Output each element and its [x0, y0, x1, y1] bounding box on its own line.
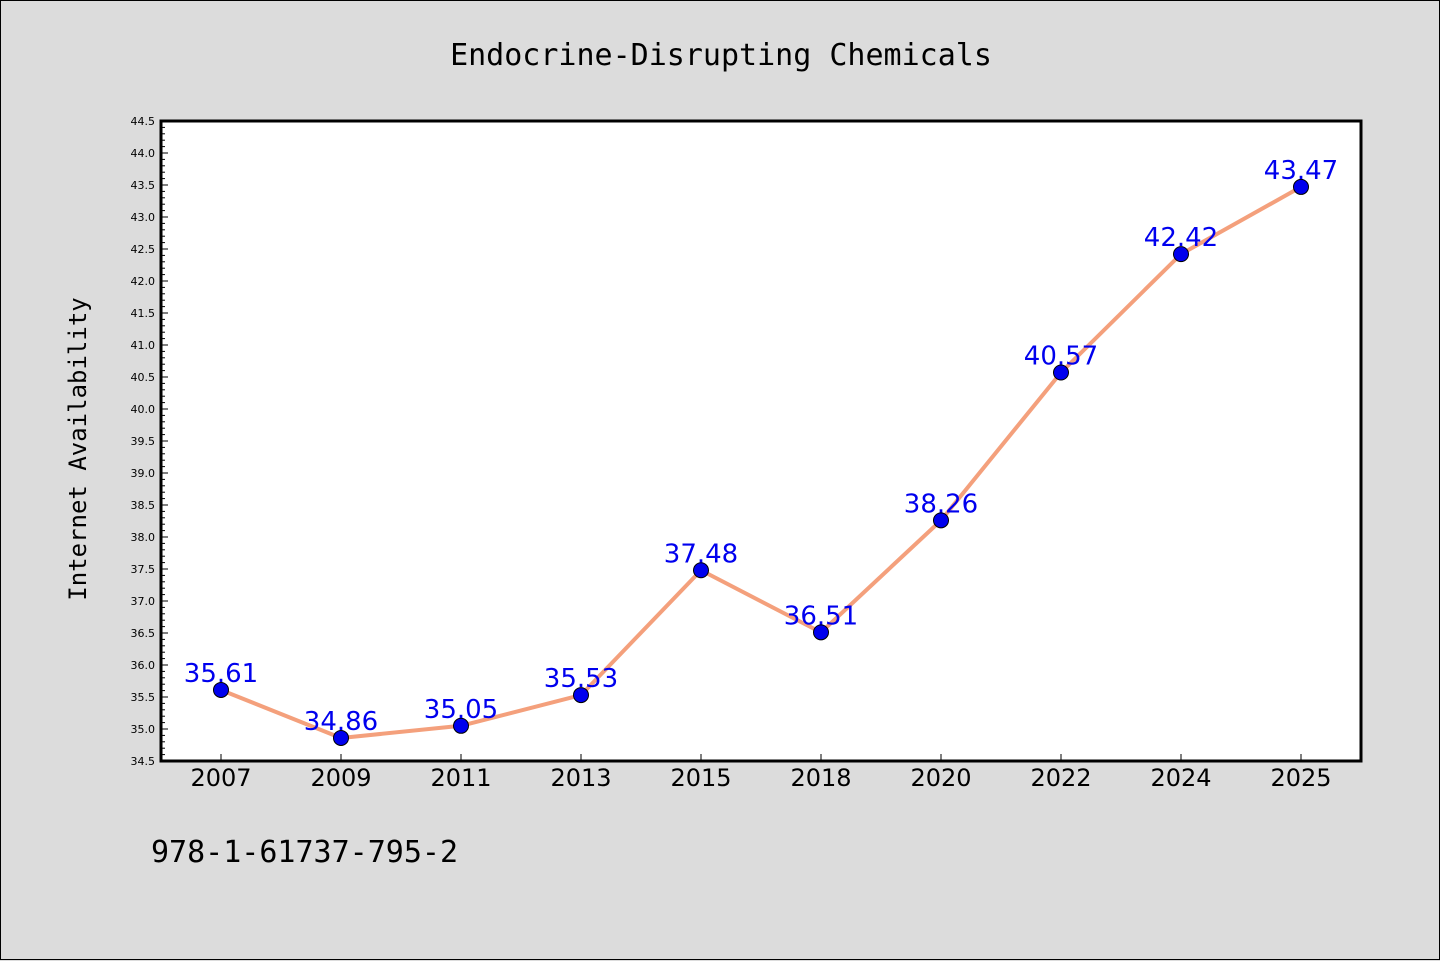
data-point: [1173, 246, 1189, 263]
data-label: 35.05: [424, 695, 498, 725]
y-tick-label: 39.0: [131, 467, 156, 480]
data-label: 34.86: [304, 707, 378, 737]
data-point: [933, 512, 949, 529]
y-tick-label: 36.0: [131, 659, 156, 672]
data-label: 38.26: [904, 489, 978, 519]
data-label: 37.48: [664, 539, 738, 569]
y-tick-label: 35.5: [131, 691, 156, 704]
y-tick-label: 40.0: [131, 403, 156, 416]
y-tick-label: 43.5: [131, 179, 156, 192]
y-tick-label: 41.0: [131, 339, 156, 352]
data-point: [813, 624, 829, 641]
y-tick-label: 39.5: [131, 435, 156, 448]
chart-title: Endocrine-Disrupting Chemicals: [450, 38, 992, 73]
data-point: [573, 687, 589, 704]
series-line: [219, 184, 1303, 740]
data-label: 35.61: [184, 659, 258, 689]
y-tick-label: 41.5: [131, 307, 156, 320]
y-axis-ticks: 34.5 35.0 35.5 36.0 36.5 37.0 37.5 38.0 38.5 39.0…: [131, 115, 168, 768]
y-tick-label: 34.5: [131, 755, 156, 768]
plot-area: [159, 119, 1363, 763]
y-axis-label: Internet Availability: [64, 297, 92, 600]
data-point: [213, 681, 229, 698]
series-layer: 35.61 34.86 35.05 35.53 37.48 36.51 38.26 40.57…: [184, 156, 1338, 746]
y-tick-label: 35.0: [131, 723, 156, 736]
data-label: 40.57: [1024, 342, 1098, 372]
y-tick-label: 42.5: [131, 243, 156, 256]
y-tick-label: 38.0: [131, 531, 156, 544]
data-point: [453, 717, 469, 734]
x-tick-label: 2013: [550, 764, 611, 792]
y-tick-label: 38.5: [131, 499, 156, 512]
x-tick-label: 2022: [1030, 764, 1091, 792]
x-tick-label: 2020: [910, 764, 971, 792]
y-tick-label: 40.5: [131, 371, 156, 384]
data-point: [693, 562, 709, 579]
y-tick-label: 42.0: [131, 275, 156, 288]
data-point: [333, 729, 349, 746]
y-tick-label: 36.5: [131, 627, 156, 640]
y-tick-label: 44.5: [131, 115, 156, 128]
x-tick-label: 2007: [190, 764, 251, 792]
y-tick-label: 37.5: [131, 563, 156, 576]
data-point: [1293, 178, 1309, 195]
data-label: 42.42: [1144, 223, 1218, 253]
x-tick-label: 2011: [430, 764, 491, 792]
x-axis-ticks: 2007 2009 2011 2013 2015 2018 2020 2022 2024 2025: [190, 754, 1332, 792]
y-tick-label: 44.0: [131, 147, 156, 160]
y-tick-label: 37.0: [131, 595, 156, 608]
x-tick-label: 2025: [1270, 764, 1331, 792]
x-tick-label: 2024: [1150, 764, 1211, 792]
x-tick-label: 2018: [790, 764, 851, 792]
data-point: [1053, 364, 1069, 381]
y-tick-label: 43.0: [131, 211, 156, 224]
x-tick-label: 2015: [670, 764, 731, 792]
data-label: 35.53: [544, 664, 618, 694]
data-label: 36.51: [784, 601, 858, 631]
data-label: 43.47: [1264, 156, 1338, 186]
footer-code: 978-1-61737-795-2: [151, 835, 459, 870]
x-tick-label: 2009: [310, 764, 371, 792]
